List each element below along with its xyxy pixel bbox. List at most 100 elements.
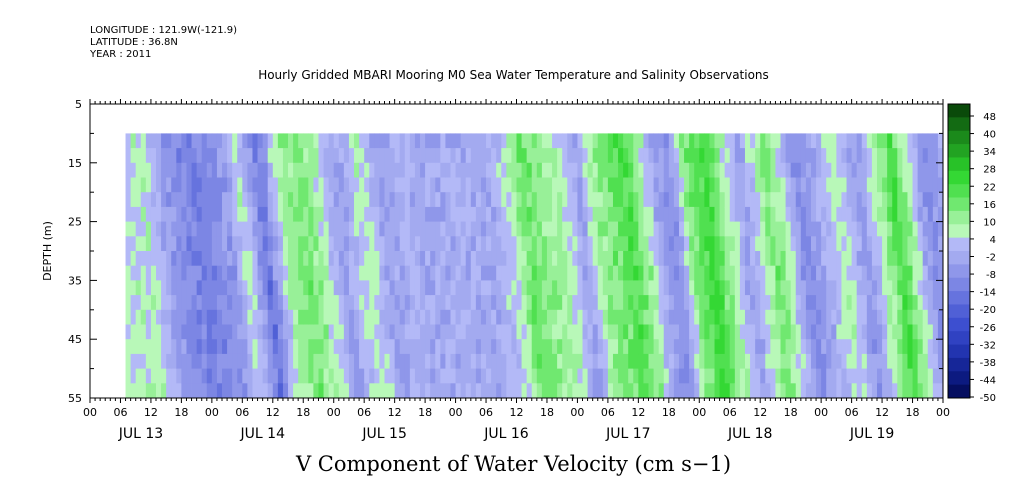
heatmap-cell: [577, 133, 583, 149]
heatmap-cell: [623, 236, 629, 252]
heatmap-cell: [856, 353, 863, 369]
heatmap-cell: [430, 192, 436, 208]
heatmap-cell: [795, 133, 802, 149]
colorbar-label: -26: [980, 323, 996, 334]
heatmap-cell: [897, 280, 903, 296]
heatmap-cell: [902, 192, 908, 208]
heatmap-cell: [546, 309, 553, 325]
heatmap-cell: [404, 162, 411, 178]
heatmap-cell: [602, 236, 609, 252]
heatmap-cell: [882, 177, 888, 193]
heatmap-cell: [734, 162, 741, 178]
heatmap-cell: [399, 295, 406, 311]
heatmap-cell: [323, 295, 330, 311]
heatmap-cell: [912, 133, 919, 149]
heatmap-cell: [501, 353, 507, 369]
heatmap-cell: [744, 251, 751, 267]
heatmap-cell: [643, 221, 649, 237]
heatmap-cell: [288, 353, 294, 369]
heatmap-cell: [770, 162, 776, 178]
heatmap-cell: [755, 206, 761, 222]
heatmap-cell: [166, 206, 172, 222]
heatmap-cell: [821, 177, 827, 193]
heatmap-cell: [460, 295, 467, 311]
heatmap-cell: [597, 309, 604, 325]
heatmap-cell: [206, 177, 213, 193]
heatmap-cell: [272, 221, 279, 237]
heatmap-cell: [414, 148, 421, 164]
heatmap-cell: [460, 177, 467, 193]
heatmap-cell: [572, 192, 578, 208]
heatmap-cell: [810, 265, 817, 281]
heatmap-cell: [247, 295, 253, 311]
heatmap-cell: [399, 309, 406, 325]
heatmap-cell: [348, 353, 355, 369]
heatmap-cell: [810, 339, 817, 355]
heatmap-cell: [409, 221, 416, 237]
heatmap-cell: [567, 383, 573, 399]
heatmap-cell: [176, 133, 182, 149]
heatmap-cell: [196, 177, 203, 193]
heatmap-cell: [775, 339, 781, 355]
heatmap-cell: [181, 148, 187, 164]
heatmap-cell: [262, 177, 269, 193]
heatmap-cell: [739, 221, 746, 237]
heatmap-cell: [348, 133, 355, 149]
heatmap-cell: [237, 133, 243, 149]
heatmap-cell: [257, 177, 264, 193]
heatmap-cell: [450, 295, 456, 311]
heatmap-cell: [196, 148, 203, 164]
heatmap-cell: [379, 368, 385, 384]
heatmap-cell: [775, 324, 781, 340]
heatmap-cell: [816, 221, 822, 237]
heatmap-cell: [496, 206, 502, 222]
heatmap-cell: [420, 280, 426, 296]
heatmap-cell: [602, 324, 609, 340]
heatmap-cell: [135, 192, 142, 208]
heatmap-cell: [734, 236, 741, 252]
heatmap-cell: [790, 309, 797, 325]
heatmap-cell: [227, 236, 233, 252]
heatmap-cell: [303, 148, 309, 164]
heatmap-cell: [140, 148, 147, 164]
heatmap-cell: [460, 133, 467, 149]
heatmap-cell: [389, 339, 396, 355]
heatmap-cell: [755, 353, 761, 369]
heatmap-cell: [785, 206, 792, 222]
heatmap-cell: [404, 265, 411, 281]
heatmap-cell: [125, 251, 132, 267]
heatmap-cell: [186, 148, 192, 164]
heatmap-cell: [937, 339, 944, 355]
heatmap-cell: [308, 162, 314, 178]
heatmap-cell: [531, 221, 538, 237]
heatmap-cell: [171, 148, 177, 164]
heatmap-cell: [755, 265, 761, 281]
heatmap-cell: [425, 353, 431, 369]
heatmap-cell: [425, 221, 431, 237]
heatmap-cell: [638, 148, 644, 164]
heatmap-cell: [384, 324, 390, 340]
heatmap-cell: [364, 309, 370, 325]
heatmap-cell: [536, 177, 543, 193]
heatmap-cell: [465, 265, 472, 281]
heatmap-cell: [917, 192, 924, 208]
heatmap-cell: [856, 192, 863, 208]
heatmap-cell: [770, 177, 776, 193]
heatmap-cell: [892, 295, 898, 311]
heatmap-cell: [272, 177, 279, 193]
heatmap-cell: [765, 133, 771, 149]
heatmap-cell: [293, 236, 299, 252]
heatmap-cell: [902, 309, 908, 325]
heatmap-cell: [866, 177, 873, 193]
heatmap-cell: [511, 221, 517, 237]
heatmap-cell: [308, 339, 314, 355]
heatmap-cell: [450, 177, 456, 193]
heatmap-cell: [592, 236, 599, 252]
heatmap-cell: [536, 236, 543, 252]
heatmap-cell: [409, 324, 416, 340]
heatmap-cell: [288, 192, 294, 208]
heatmap-cell: [343, 353, 350, 369]
heatmap-cell: [704, 206, 710, 222]
heatmap-cell: [242, 324, 248, 340]
heatmap-cell: [724, 339, 731, 355]
